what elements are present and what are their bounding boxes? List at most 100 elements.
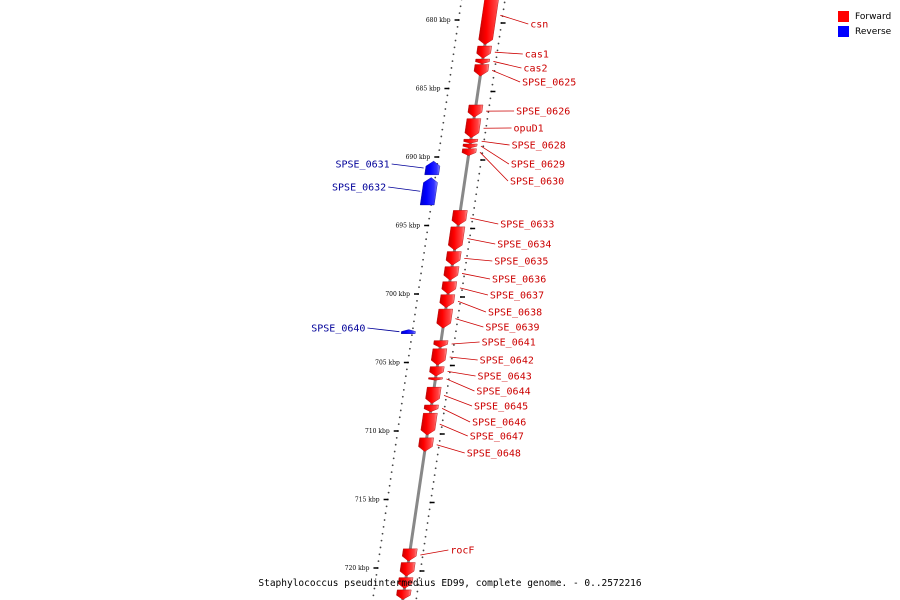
minor-tick: [446, 94, 449, 97]
label-leader: [467, 238, 496, 245]
reverse-swatch: [838, 26, 849, 37]
minor-tick: [394, 443, 397, 446]
label-leader: [479, 151, 509, 182]
gene-label: SPSE_0625: [522, 78, 576, 89]
minor-tick: [473, 207, 476, 209]
minor-tick: [443, 115, 446, 117]
minor-tick: [391, 464, 394, 467]
minor-tick: [456, 25, 459, 28]
label-leader: [500, 14, 529, 25]
minor-tick: [458, 309, 460, 312]
gene-labels: csn cas1 cas2 SPSE_0625 SPSE_0626 opuD1 SPSE_0…: [311, 14, 576, 557]
reverse-gene: [400, 329, 416, 334]
forward-gene: [461, 148, 477, 156]
gene-label: SPSE_0639: [485, 323, 539, 334]
minor-tick: [418, 576, 421, 579]
minor-tick: [382, 526, 385, 528]
label-leader: [449, 356, 478, 361]
forward-gene: [401, 548, 418, 562]
forward-gene: [436, 308, 454, 329]
gene-label: SPSE_0645: [474, 402, 528, 413]
minor-tick: [425, 238, 428, 241]
forward-gene: [428, 377, 443, 381]
minor-tick: [485, 124, 488, 127]
minor-tick: [474, 200, 477, 203]
gene-label: SPSE_0626: [516, 107, 570, 118]
minor-tick: [428, 217, 431, 220]
forward-gene: [464, 118, 482, 139]
minor-tick: [422, 258, 424, 261]
legend-item-forward: Forward: [838, 9, 891, 24]
forward-gene: [467, 104, 484, 118]
gene-label: SPSE_0634: [497, 240, 551, 251]
minor-tick: [402, 389, 405, 391]
forward-gene: [397, 577, 414, 589]
minor-tick: [438, 149, 441, 152]
minor-tick: [441, 128, 444, 131]
minor-tick: [463, 275, 465, 278]
minor-tick: [465, 261, 467, 264]
minor-tick: [454, 39, 457, 42]
minor-tick: [455, 32, 458, 35]
legend: Forward Reverse: [838, 9, 891, 39]
forward-gene: [448, 226, 466, 251]
minor-tick: [384, 512, 387, 515]
minor-tick: [432, 481, 435, 483]
tick-label: 715 kbp: [355, 497, 380, 504]
minor-tick: [408, 347, 411, 350]
minor-tick: [443, 405, 446, 408]
gene-label: SPSE_0637: [490, 291, 544, 302]
minor-tick: [483, 138, 486, 141]
minor-tick: [467, 248, 470, 250]
label-leader: [451, 341, 480, 345]
minor-tick: [487, 111, 490, 113]
minor-tick: [372, 594, 375, 597]
label-leader: [494, 51, 523, 55]
minor-tick: [373, 587, 376, 590]
tick-label: 720 kbp: [345, 565, 370, 572]
minor-tick: [415, 597, 418, 600]
minor-tick: [414, 313, 416, 316]
minor-tick: [392, 457, 395, 460]
minor-tick: [378, 553, 381, 556]
tick-label: 690 kbp: [406, 154, 431, 161]
label-leader: [459, 287, 489, 296]
minor-tick: [421, 556, 424, 559]
minor-tick: [425, 529, 428, 531]
minor-tick: [410, 341, 412, 343]
label-leader: [481, 140, 510, 146]
minor-tick: [458, 12, 461, 15]
forward-gene: [429, 366, 445, 377]
minor-tick: [444, 398, 447, 401]
gene-label: SPSE_0636: [492, 275, 546, 286]
gene-label: SPSE_0644: [476, 387, 530, 398]
minor-tick: [426, 231, 429, 234]
label-leader: [493, 61, 522, 69]
gene-label: SPSE_0631: [335, 160, 389, 171]
forward-gene: [473, 64, 490, 77]
minor-tick: [435, 460, 438, 463]
minor-tick: [424, 535, 427, 538]
minor-tick: [403, 382, 406, 384]
minor-tick: [442, 412, 445, 415]
tick-label: 710 kbp: [365, 428, 390, 435]
minor-tick: [450, 67, 453, 69]
minor-tick: [498, 35, 501, 38]
forward-gene: [433, 340, 449, 348]
minor-tick: [469, 234, 472, 237]
gene-features: [396, 0, 499, 600]
minor-tick: [426, 522, 429, 524]
minor-tick: [412, 327, 414, 330]
label-leader: [443, 395, 473, 407]
label-leader: [457, 300, 487, 313]
minor-tick: [479, 165, 482, 168]
gene-label: SPSE_0632: [332, 183, 386, 194]
minor-tick: [472, 213, 475, 216]
minor-tick: [416, 590, 419, 593]
gene-label: SPSE_0647: [470, 432, 524, 443]
minor-tick: [464, 268, 466, 271]
minor-tick: [455, 330, 457, 333]
forward-gene: [396, 589, 412, 600]
legend-item-reverse: Reverse: [838, 24, 891, 39]
forward-gene: [430, 348, 448, 366]
